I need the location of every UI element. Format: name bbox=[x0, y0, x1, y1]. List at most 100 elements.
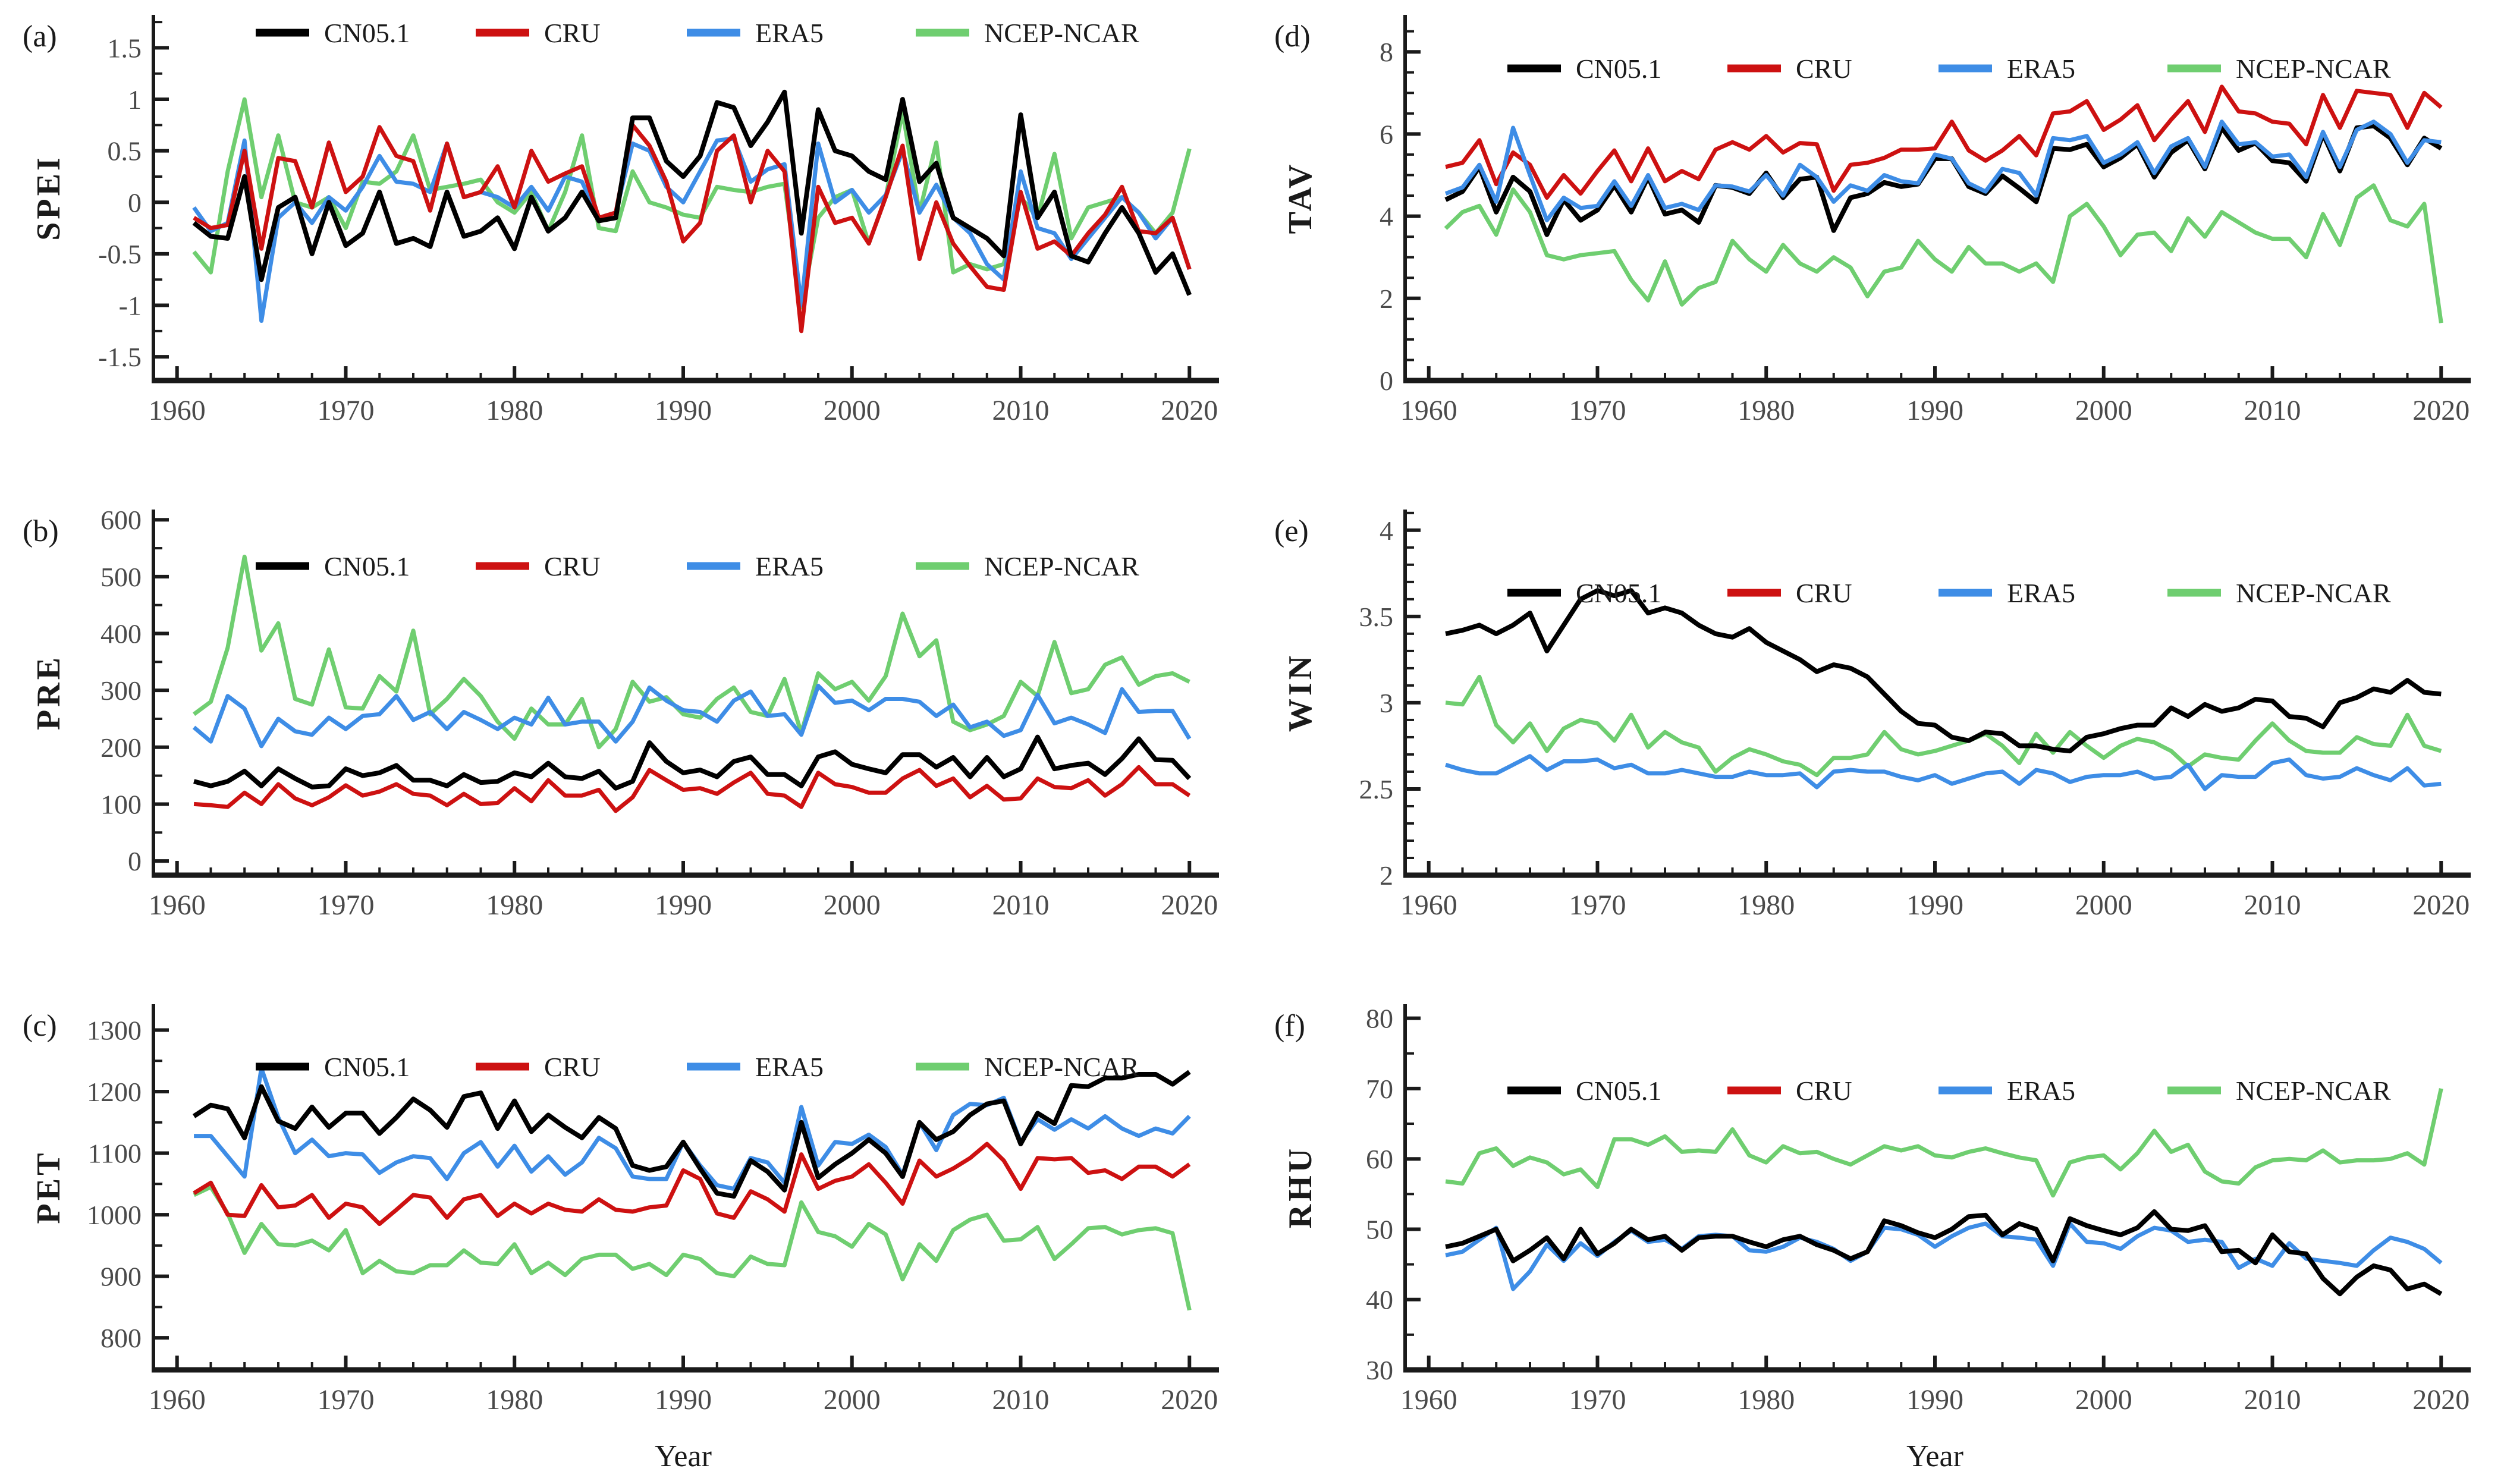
panel-e: 1960 1970 1980 1990 2000 2010 2020 2 2.5 3 3.5 4 CN0… bbox=[1252, 495, 2504, 989]
legend-label: ERA5 bbox=[2007, 1076, 2075, 1106]
legend: CN05.1 CRU ERA5 NCEP-NCAR bbox=[1507, 1076, 2391, 1106]
legend-item-CN05.1: CN05.1 bbox=[1507, 54, 1661, 84]
legend-label: NCEP-NCAR bbox=[2236, 578, 2391, 608]
y-tick-label: 40 bbox=[1366, 1285, 1393, 1315]
series-line-NCEP-NCAR bbox=[193, 1185, 1192, 1311]
y-tick-label: 3 bbox=[1380, 688, 1393, 718]
legend: CN05.1 CRU ERA5 NCEP-NCAR bbox=[1507, 54, 2391, 84]
series-line-NCEP-NCAR bbox=[1444, 183, 2443, 323]
panel-a-ylabel: SPEI bbox=[30, 155, 67, 241]
legend-label: ERA5 bbox=[2007, 54, 2075, 84]
panel-a: 1960 1970 1980 1990 2000 2010 2020 -1.5 -1 -0.5 0 0… bbox=[0, 0, 1252, 495]
x-tick-label: 2020 bbox=[2412, 1384, 2470, 1416]
x-tick-label: 2000 bbox=[2075, 1384, 2132, 1416]
x-tick-label: 2010 bbox=[2244, 889, 2301, 921]
y-axis: 30 40 50 60 70 80 bbox=[1366, 1004, 1421, 1385]
y-tick-label: 0 bbox=[128, 846, 142, 876]
x-tick-label: 2020 bbox=[1161, 889, 1218, 921]
panel-c-chart: 1960 1970 1980 1990 2000 2010 2020 800 900 1000 11… bbox=[23, 1004, 1219, 1473]
y-tick-label: 600 bbox=[100, 505, 142, 535]
x-axis: 1960 1970 1980 1990 2000 2010 2020 bbox=[149, 1356, 1218, 1416]
x-tick-label: 2010 bbox=[2244, 395, 2301, 426]
y-tick-label: 50 bbox=[1366, 1214, 1393, 1244]
series-line-CN05.1 bbox=[193, 734, 1192, 791]
legend-item-CRU: CRU bbox=[1727, 578, 1852, 608]
y-axis: -1.5 -1 -0.5 0 0.5 1 1.5 bbox=[98, 21, 169, 372]
legend-label: ERA5 bbox=[755, 551, 824, 581]
x-tick-label: 2000 bbox=[824, 889, 881, 921]
y-tick-label: 0 bbox=[1380, 366, 1393, 396]
panel-c-xlabel: Year bbox=[655, 1439, 712, 1473]
y-tick-label: 100 bbox=[100, 789, 142, 819]
y-tick-label: 60 bbox=[1366, 1144, 1393, 1174]
panel-e-ylabel: WIN bbox=[1282, 653, 1319, 732]
series-line-ERA5 bbox=[1444, 120, 2442, 222]
x-tick-label: 1970 bbox=[317, 1384, 374, 1416]
x-tick-label: 1960 bbox=[149, 1384, 206, 1416]
y-tick-label: 80 bbox=[1366, 1004, 1393, 1034]
legend-item-NCEP-NCAR: NCEP-NCAR bbox=[916, 1052, 1139, 1082]
y-axis: 2 2.5 3 3.5 4 bbox=[1359, 511, 1421, 891]
legend-label: ERA5 bbox=[2007, 578, 2075, 608]
panel-f-ylabel: RHU bbox=[1282, 1146, 1319, 1228]
x-axis: 1960 1970 1980 1990 2000 2010 2020 bbox=[149, 861, 1218, 921]
x-tick-label: 1960 bbox=[1400, 1384, 1457, 1416]
panel-d-ylabel: TAV bbox=[1282, 162, 1319, 234]
y-tick-label: 4 bbox=[1380, 515, 1393, 546]
x-axis: 1960 1970 1980 1990 2000 2010 2020 bbox=[149, 366, 1218, 426]
x-tick-label: 2020 bbox=[2412, 395, 2470, 426]
series-line-CRU bbox=[1445, 84, 2443, 200]
panel-letter-label: (f) bbox=[1274, 1009, 1305, 1043]
legend-item-CRU: CRU bbox=[476, 1052, 601, 1082]
y-tick-label: 1300 bbox=[87, 1015, 142, 1045]
legend-item-NCEP-NCAR: NCEP-NCAR bbox=[2167, 1076, 2391, 1106]
y-tick-label: 6 bbox=[1380, 119, 1393, 149]
legend-label: NCEP-NCAR bbox=[984, 551, 1139, 581]
legend-item-CRU: CRU bbox=[476, 18, 601, 48]
legend-item-ERA5: ERA5 bbox=[1939, 54, 2075, 84]
legend-item-NCEP-NCAR: NCEP-NCAR bbox=[916, 551, 1139, 581]
x-axis: 1960 1970 1980 1990 2000 2010 2020 bbox=[1400, 366, 2470, 426]
legend-item-NCEP-NCAR: NCEP-NCAR bbox=[2167, 54, 2391, 84]
y-tick-label: -0.5 bbox=[98, 239, 142, 269]
x-tick-label: 1970 bbox=[317, 395, 374, 426]
y-tick-label: 3.5 bbox=[1359, 602, 1394, 632]
x-tick-label: 1980 bbox=[486, 395, 543, 426]
legend-label: CRU bbox=[544, 18, 601, 48]
legend-label: CN05.1 bbox=[324, 551, 410, 581]
x-tick-label: 2010 bbox=[2244, 1384, 2301, 1416]
x-tick-label: 1980 bbox=[1738, 889, 1795, 921]
legend-label: ERA5 bbox=[755, 1052, 824, 1082]
legend: CN05.1 CRU ERA5 NCEP-NCAR bbox=[256, 551, 1139, 581]
x-tick-label: 2010 bbox=[992, 1384, 1050, 1416]
series-line-ERA5 bbox=[1445, 754, 2442, 791]
legend-label: ERA5 bbox=[755, 18, 824, 48]
y-tick-label: 2.5 bbox=[1359, 774, 1394, 804]
x-tick-label: 2000 bbox=[824, 1384, 881, 1416]
x-tick-label: 2020 bbox=[1161, 1384, 1218, 1416]
legend-label: NCEP-NCAR bbox=[2236, 1076, 2391, 1106]
y-tick-label: 30 bbox=[1366, 1355, 1393, 1385]
x-tick-label: 2020 bbox=[1161, 395, 1218, 426]
series-line-NCEP-NCAR bbox=[192, 97, 1192, 310]
series-line-CN05.1 bbox=[192, 1070, 1191, 1199]
y-tick-label: 0 bbox=[128, 187, 142, 218]
x-tick-label: 2010 bbox=[992, 395, 1050, 426]
legend-label: CRU bbox=[1796, 578, 1852, 608]
panel-letter-label: (e) bbox=[1274, 514, 1309, 548]
legend-item-CN05.1: CN05.1 bbox=[256, 18, 410, 48]
legend-item-CN05.1: CN05.1 bbox=[1507, 1076, 1661, 1106]
y-tick-label: 1.5 bbox=[108, 33, 142, 63]
legend-item-CN05.1: CN05.1 bbox=[256, 1052, 410, 1082]
panel-c: 1960 1970 1980 1990 2000 2010 2020 800 900 1000 11… bbox=[0, 989, 1252, 1484]
panel-d: 1960 1970 1980 1990 2000 2010 2020 0 2 4 6 8 CN05.1 C… bbox=[1252, 0, 2504, 495]
series-line-CRU bbox=[193, 765, 1191, 813]
series-line-NCEP-NCAR bbox=[193, 554, 1190, 750]
legend-item-ERA5: ERA5 bbox=[1939, 578, 2075, 608]
y-axis: 800 900 1000 1100 1200 1300 bbox=[87, 1015, 169, 1370]
x-tick-label: 1980 bbox=[486, 1384, 543, 1416]
y-tick-label: 200 bbox=[100, 732, 142, 763]
y-tick-label: 2 bbox=[1380, 284, 1393, 314]
